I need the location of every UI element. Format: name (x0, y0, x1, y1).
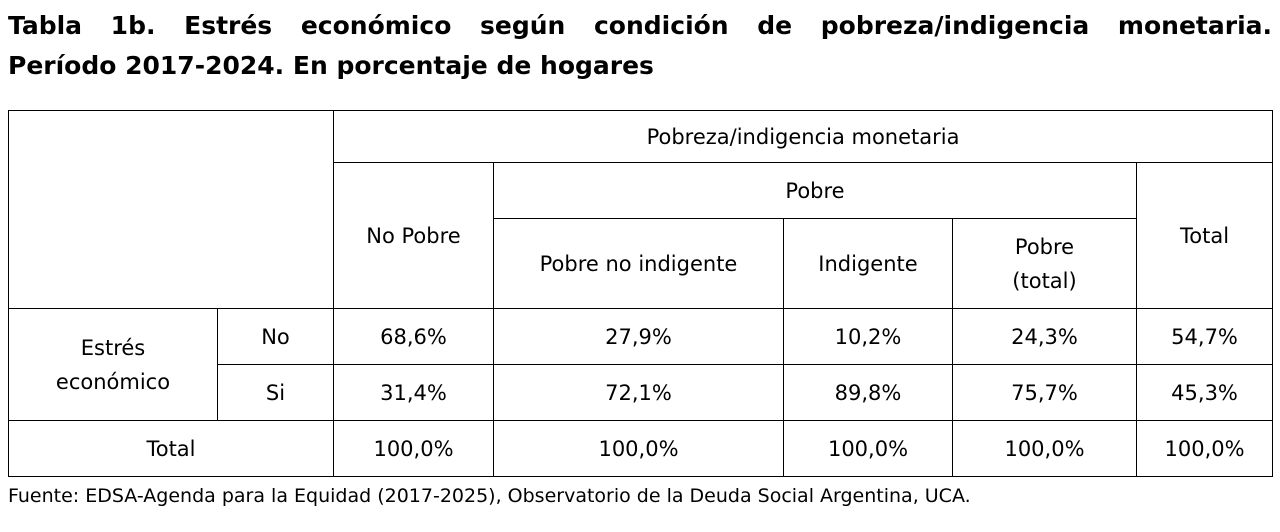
table-total-row: Total 100,0% 100,0% 100,0% 100,0% 100,0% (8, 420, 1274, 477)
cell-no-total: 54,7% (1135, 308, 1274, 365)
cell-si-pobre-no-indigente: 72,1% (493, 364, 784, 421)
header-total: Total (1135, 162, 1274, 309)
header-pobre-total: Pobre (total) (952, 218, 1137, 309)
cell-total-pobre-total: 100,0% (952, 420, 1137, 477)
cell-no-pobre-total: 24,3% (952, 308, 1137, 365)
cell-no-pobre-no-indigente: 27,9% (493, 308, 784, 365)
header-pobre-group: Pobre (493, 162, 1137, 219)
header-pobre-total-line-2: (total) (1012, 268, 1077, 293)
header-row-2: No Pobre Pobre Total (9, 162, 1274, 309)
cell-total-no-pobre: 100,0% (333, 420, 494, 477)
cell-si-indigente: 89,8% (783, 364, 953, 421)
source-footnote: Fuente: EDSA-Agenda para la Equidad (201… (8, 485, 971, 507)
cell-si-no-pobre: 31,4% (333, 364, 494, 421)
cell-si-pobre-total: 75,7% (952, 364, 1137, 421)
row-label-si: Si (217, 364, 334, 421)
header-row-1: Pobreza/indigencia monetaria (8, 110, 1274, 309)
table-title: Tabla 1b. Estrés económico según condici… (8, 6, 1272, 86)
header-indigente: Indigente (783, 218, 953, 309)
table-row: Si 31,4% 72,1% 89,8% 75,7% 45,3% (9, 364, 1274, 421)
cell-si-total: 45,3% (1135, 364, 1274, 421)
header-pobre-no-indigente: Pobre no indigente (493, 218, 784, 309)
table-row: Estrés económico No 68,6% 27,9% 10,2% 24… (8, 308, 1274, 421)
row-group-estres-economico: Estrés económico (8, 308, 218, 421)
cell-no-no-pobre: 68,6% (333, 308, 494, 365)
row-group-line-1: Estrés (80, 335, 146, 360)
row-label-total: Total (8, 420, 334, 477)
row-group-line-2: económico (55, 369, 171, 394)
corner-cell (8, 110, 334, 309)
poverty-stress-table: Pobreza/indigencia monetaria No Pobre Po… (8, 110, 1274, 477)
row-label-no: No (217, 308, 334, 365)
table-title-line-2: Período 2017-2024. En porcentaje de hoga… (8, 51, 654, 80)
header-no-pobre: No Pobre (333, 162, 494, 309)
cell-no-indigente: 10,2% (783, 308, 953, 365)
cell-total-total: 100,0% (1135, 420, 1274, 477)
cell-total-indigente: 100,0% (783, 420, 953, 477)
header-pobre-total-line-1: Pobre (1014, 234, 1075, 259)
table-title-line-1: Tabla 1b. Estrés económico según condici… (8, 11, 1272, 40)
header-pobreza-indigencia: Pobreza/indigencia monetaria (332, 110, 1274, 163)
cell-total-pobre-no-indigente: 100,0% (493, 420, 784, 477)
